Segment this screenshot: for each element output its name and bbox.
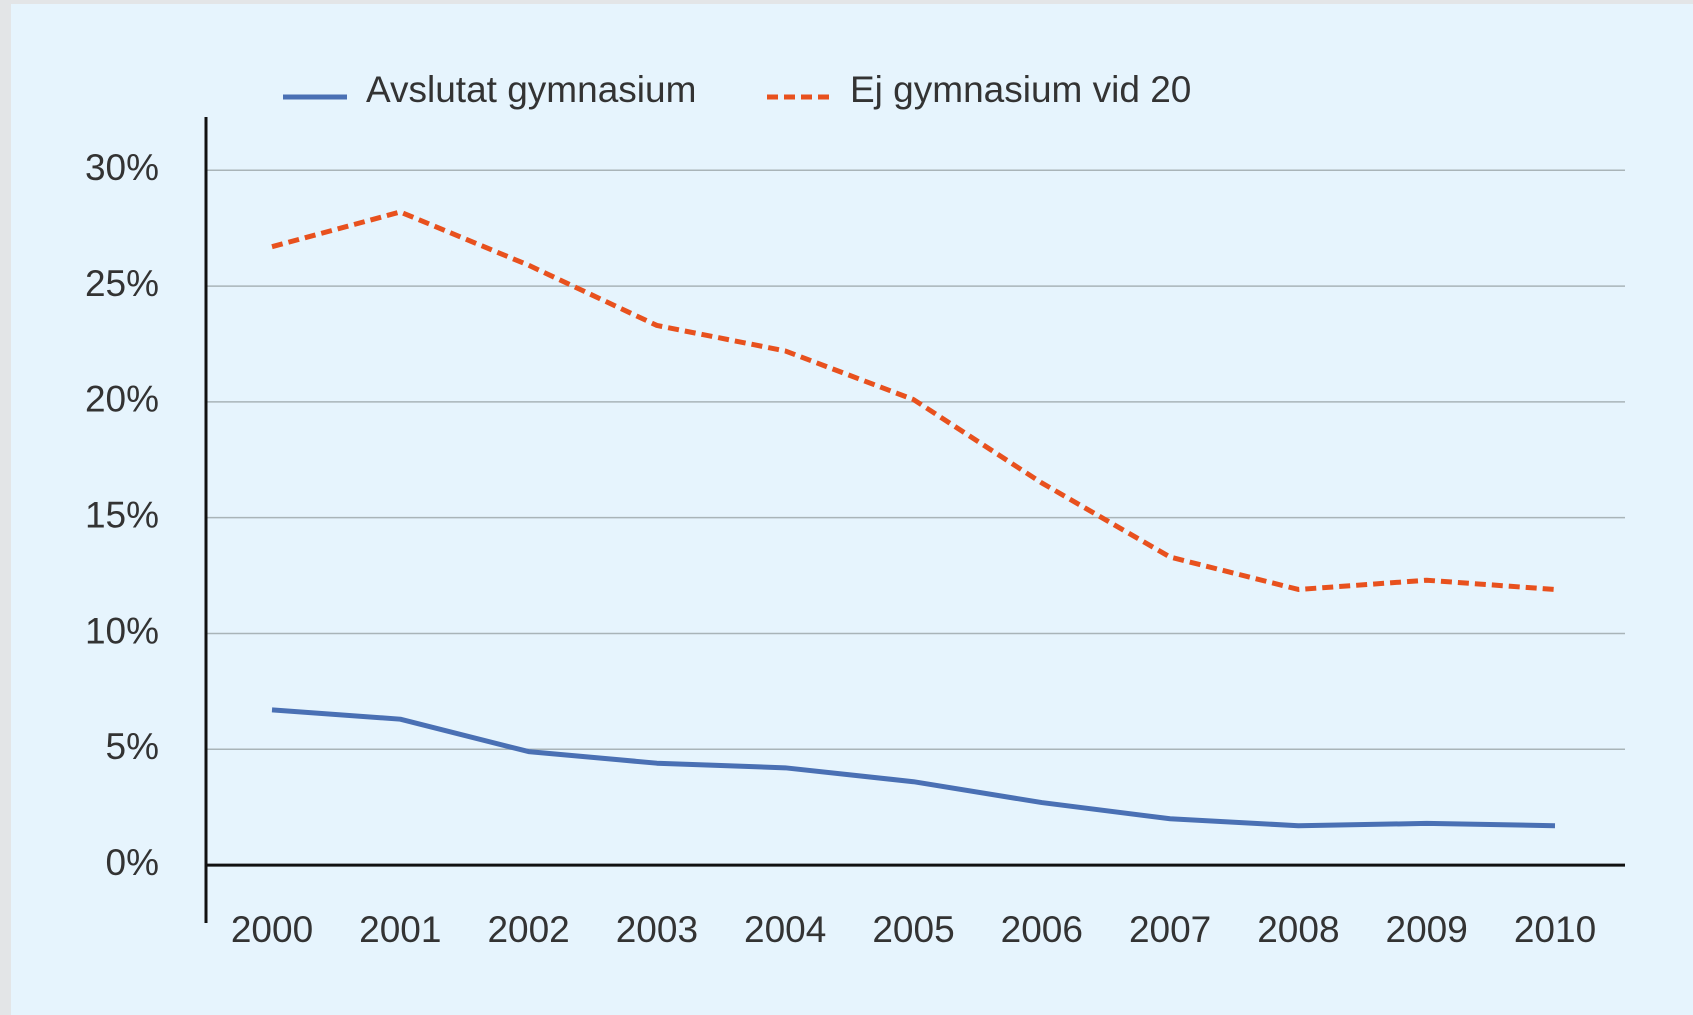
x-tick-label: 2001 <box>359 909 441 950</box>
y-tick-label: 5% <box>106 726 159 767</box>
x-tick-label: 2008 <box>1257 909 1339 950</box>
y-tick-label: 10% <box>85 610 159 651</box>
y-tick-label: 15% <box>85 494 159 535</box>
x-tick-label: 2007 <box>1129 909 1211 950</box>
x-tick-label: 2004 <box>744 909 826 950</box>
line-series <box>271 209 1556 592</box>
legend-label: Ej gymnasium vid 20 <box>850 69 1191 110</box>
x-tick-label: 2005 <box>872 909 954 950</box>
x-tick-label: 2003 <box>616 909 698 950</box>
legend-label: Avslutat gymnasium <box>366 69 696 110</box>
x-tick-label: 2009 <box>1386 909 1468 950</box>
y-tick-label: 0% <box>106 842 159 883</box>
y-tick-label: 25% <box>85 263 159 304</box>
y-tick-label: 20% <box>85 379 159 420</box>
x-tick-label: 2002 <box>487 909 569 950</box>
line-series <box>271 707 1556 829</box>
x-tick-label: 2000 <box>231 909 313 950</box>
x-tick-label: 2010 <box>1514 909 1596 950</box>
y-tick-label: 30% <box>85 147 159 188</box>
x-tick-label: 2006 <box>1001 909 1083 950</box>
background <box>11 4 1693 1015</box>
